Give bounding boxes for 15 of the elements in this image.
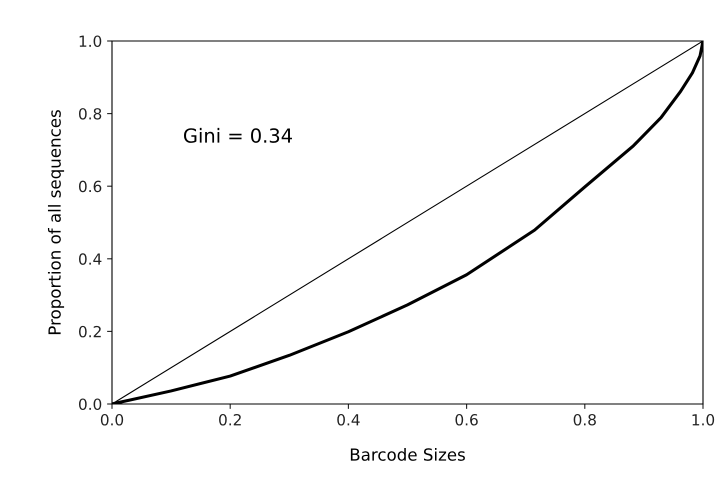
x-tick-label: 0.8 [574,414,596,426]
x-axis-title: Barcode Sizes [350,448,465,461]
x-tick-label: 0.6 [455,414,478,426]
y-tick-label: 0.4 [78,253,102,265]
x-tick-label: 0.2 [219,414,241,426]
y-axis-title: Proportion of all sequences [48,110,64,334]
y-tick-label: 0.8 [78,108,102,120]
y-tick-label: 1.0 [80,35,102,48]
y-tick-label: 0.0 [78,398,102,410]
x-tick-label: 0.4 [337,414,360,426]
x-tick-label: 0.0 [100,414,124,426]
annotation: Gini = 0.34 [184,128,292,143]
y-tick-label: 0.6 [78,180,102,192]
x-tick-label: 1.0 [692,414,714,426]
y-tick-label: 0.2 [78,326,101,338]
